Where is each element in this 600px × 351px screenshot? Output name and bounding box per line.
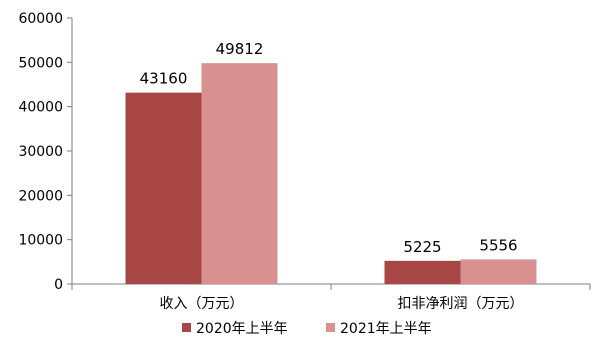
y-tick-label: 0 bbox=[54, 277, 63, 293]
y-tick-label: 20000 bbox=[18, 188, 63, 204]
data-label: 43160 bbox=[140, 70, 188, 88]
y-tick-label: 40000 bbox=[18, 100, 63, 116]
y-tick-label: 30000 bbox=[18, 144, 63, 160]
bar-series-2 bbox=[460, 259, 537, 284]
legend-label: 2020年上半年 bbox=[196, 321, 288, 337]
x-tick-label: 收入（万元） bbox=[160, 296, 244, 312]
legend: 2020年上半年 2021年上半年 bbox=[182, 321, 432, 337]
data-label: 5225 bbox=[403, 238, 441, 256]
bar-series-2 bbox=[201, 63, 278, 284]
y-tick-label: 50000 bbox=[18, 55, 63, 71]
y-axis: 0 10000 20000 30000 40000 50000 60000 bbox=[18, 11, 73, 293]
bar-series-1 bbox=[384, 260, 461, 284]
bars bbox=[125, 63, 537, 284]
x-axis: 收入（万元） 扣非净利润（万元） bbox=[71, 283, 591, 312]
legend-swatch bbox=[326, 323, 335, 332]
legend-label: 2021年上半年 bbox=[340, 321, 432, 337]
data-labels: 43160 49812 5225 5556 bbox=[140, 40, 518, 256]
x-tick-label: 扣非净利润（万元） bbox=[398, 296, 524, 312]
bar-series-1 bbox=[125, 92, 202, 284]
data-label: 5556 bbox=[479, 236, 517, 254]
y-tick-label: 60000 bbox=[18, 11, 63, 27]
legend-swatch bbox=[182, 323, 191, 332]
data-label: 49812 bbox=[216, 40, 264, 58]
y-tick-label: 10000 bbox=[18, 233, 63, 249]
